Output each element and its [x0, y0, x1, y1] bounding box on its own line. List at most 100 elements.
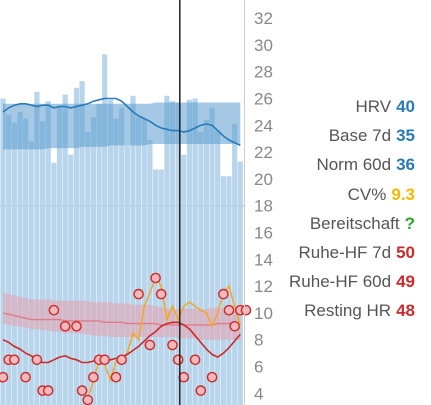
resting-hr-point [155, 288, 167, 300]
y-tick-label: 20 [254, 170, 273, 189]
hrv-bar [51, 162, 57, 405]
legend-value: 40 [396, 97, 415, 116]
y-tick-label: 26 [254, 90, 273, 109]
hrv-bar [79, 81, 85, 405]
y-tick-label: 28 [254, 63, 273, 82]
legend-value: 49 [396, 272, 415, 292]
legend-value: 48 [396, 301, 415, 321]
resting-hr-point [76, 385, 88, 396]
y-tick-label: 14 [254, 250, 273, 269]
resting-hr-point [240, 304, 252, 316]
legend-row-bereitschaft: Bereitschaft? [289, 209, 415, 238]
legend-row-ruhe-hf-7d: Ruhe-HF 7d 50 [289, 238, 415, 267]
y-tick-label: 18 [254, 197, 273, 216]
y-tick-label: 30 [254, 36, 273, 55]
hrv-bar [96, 103, 102, 405]
resting-hr-point [20, 371, 31, 383]
hrv-bar [107, 99, 113, 405]
resting-hr-point [88, 371, 99, 383]
hrv-bar [28, 141, 34, 405]
hrv-bar [11, 122, 17, 405]
legend-row-norm-60d: Norm 60d 36 [289, 150, 415, 179]
y-tick-label: 12 [254, 277, 273, 296]
y-tick-label: 24 [254, 116, 273, 135]
resting-hr-point [150, 272, 161, 284]
resting-hr-point [82, 394, 94, 405]
hrv-bar [90, 117, 96, 405]
hrv-bar [203, 119, 209, 405]
hrv-bar [68, 154, 74, 405]
ruhe-hf-60d-line [2, 312, 241, 326]
y-tick-label: 6 [254, 358, 263, 377]
resting-hr-point [99, 354, 110, 366]
hrv-bar [226, 176, 232, 405]
resting-hr-point [178, 371, 190, 383]
hrv-bar [181, 154, 187, 405]
hrv-bar [232, 123, 238, 405]
y-tick-label: 22 [254, 143, 273, 162]
y-tick-label: 16 [254, 224, 273, 243]
hrv-bar [40, 121, 46, 405]
hrv-bar [0, 98, 6, 405]
resting-hr-point [167, 339, 178, 351]
resting-hr-point [110, 371, 122, 383]
resting-hr-point [9, 354, 20, 366]
legend-label: HRV [355, 97, 392, 116]
resting-hr-point [133, 288, 144, 300]
resting-hr-point [172, 354, 184, 366]
resting-hr-point [48, 304, 60, 316]
hrv-bar [113, 118, 119, 405]
resting-hr-point [0, 371, 9, 383]
resting-hr-point [144, 339, 156, 351]
legend: HRV 40 Base 7d 35 Norm 60d 36 CV% 9.3 Bereit… [289, 92, 415, 326]
resting-hr-point [42, 385, 54, 396]
hrv-bar [56, 105, 63, 405]
hrv-bar [6, 114, 12, 405]
resting-hr-point [229, 320, 240, 332]
hrv-bar [147, 140, 153, 405]
legend-value: 36 [396, 155, 415, 175]
hrv-bar [175, 102, 181, 405]
hrv-bar [237, 161, 243, 405]
hrv-bar [186, 99, 193, 405]
legend-label: Base 7d [328, 126, 392, 146]
hrv-bar [198, 132, 204, 405]
resting-hr-point [218, 288, 229, 300]
resting-hr-point [195, 385, 207, 396]
y-tick-label: 4 [254, 384, 263, 403]
hrv-base-7d-line [2, 97, 241, 147]
resting-hr-point [189, 354, 201, 366]
hrv-bar [62, 94, 68, 405]
hrv-bar [23, 118, 29, 405]
legend-value: ? [404, 213, 415, 233]
legend-label: Resting HR [304, 301, 392, 321]
hrv-bar [136, 117, 142, 405]
resting-hr-point [116, 354, 127, 366]
hrv-bar [73, 87, 80, 405]
legend-row-resting-hr: Resting HR 48 [289, 296, 415, 325]
legend-label: Ruhe-HF 7d [298, 242, 392, 262]
legend-value: 50 [396, 242, 415, 262]
hrv-bar [130, 95, 136, 405]
legend-row-cv: CV% 9.3 [289, 180, 415, 209]
hrv-bar [169, 101, 176, 405]
hrv-bar [164, 95, 170, 405]
resting-hr-point [206, 371, 218, 383]
legend-value: 9.3 [391, 184, 415, 204]
legend-label: Bereitschaft [309, 213, 400, 233]
cv-line [87, 276, 242, 401]
legend-row-ruhe-hf-60d: Ruhe-HF 60d 49 [289, 267, 415, 296]
hrv-bar [192, 98, 198, 405]
y-tick-label: 8 [254, 331, 263, 350]
legend-label: Ruhe-HF 60d [289, 272, 392, 292]
resting-hr-point [59, 320, 71, 332]
hrv-bar [209, 107, 215, 405]
hrv-bar [153, 169, 159, 405]
hrv-bar [17, 111, 23, 405]
hrv-bar [215, 130, 221, 405]
hrv-bar [141, 118, 147, 405]
resting-hr-point [71, 320, 82, 332]
legend-label: CV% [347, 184, 387, 204]
